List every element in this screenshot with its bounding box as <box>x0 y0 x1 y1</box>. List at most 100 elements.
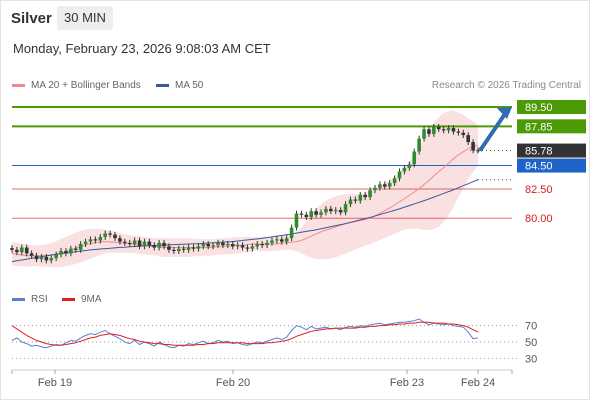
candle-body <box>176 248 181 252</box>
candle-body <box>118 238 122 242</box>
candle-body <box>279 239 284 242</box>
legend-rsi: RSI <box>12 294 48 305</box>
ma50-line <box>11 179 479 263</box>
price-tag-box <box>517 158 586 173</box>
candle-body <box>201 244 206 247</box>
candle-body <box>427 129 431 134</box>
candle-body <box>20 247 24 253</box>
candle-body <box>456 131 461 133</box>
candle-body <box>284 238 289 242</box>
x-tick-label: Feb 23 <box>390 377 424 389</box>
candle-body <box>103 233 107 237</box>
price-tag-89.50: 89.50 <box>517 100 586 114</box>
legend-label-9ma: 9MA <box>81 294 102 305</box>
legend-ma50: MA 50 <box>156 80 203 91</box>
candle-body <box>319 212 323 215</box>
candle-body <box>113 234 117 239</box>
price-tag-85.78: 85.78 <box>517 143 586 158</box>
candle-body <box>422 129 426 139</box>
candle-body <box>137 240 142 247</box>
candle-body <box>451 128 456 132</box>
candle-body <box>54 254 58 259</box>
candle-body <box>123 241 127 243</box>
forecast-arrow-head <box>497 107 512 119</box>
candle-body <box>471 142 475 151</box>
price-tag-82.50: 82.50 <box>525 184 553 196</box>
candle-body <box>73 248 78 250</box>
rsi-tick-label: 50 <box>525 337 537 349</box>
candle-body <box>186 247 191 250</box>
candle-body <box>387 183 392 187</box>
legend-label-rsi: RSI <box>31 294 48 305</box>
price-tag-87.85: 87.85 <box>517 119 586 134</box>
candle-body <box>412 151 417 165</box>
candle-body <box>402 167 407 172</box>
candle-body <box>29 253 34 256</box>
candle-body <box>10 248 14 250</box>
price-tag-text: 84.50 <box>525 161 553 173</box>
candle-body <box>240 245 245 248</box>
candle-body <box>44 256 49 261</box>
candle-body <box>368 190 372 198</box>
candle-body <box>333 210 338 212</box>
candle-body <box>24 247 29 254</box>
candle-body <box>476 150 480 152</box>
candle-body <box>235 245 240 247</box>
candle-body <box>49 258 54 261</box>
candle-body <box>226 244 230 246</box>
price-tag-text: 87.85 <box>525 121 553 133</box>
candle-body <box>15 249 19 253</box>
x-tick-label: Feb 20 <box>216 377 250 389</box>
x-tick-label: Feb 24 <box>461 377 495 389</box>
candle-body <box>466 135 470 143</box>
price-tag-80.00: 80.00 <box>525 213 553 225</box>
price-tag-box <box>517 100 586 114</box>
candle-body <box>132 240 137 245</box>
legend-swatch-ma20 <box>12 84 25 87</box>
candle-body <box>343 204 348 213</box>
candle-body <box>39 256 44 260</box>
candle-body <box>157 242 161 248</box>
candle-body <box>216 242 220 246</box>
legend-label-ma20: MA 20 + Bollinger Bands <box>31 80 141 91</box>
price-tag-box <box>517 119 586 134</box>
candle-body <box>314 211 318 215</box>
candle-body <box>147 241 152 246</box>
price-tag-text: 85.78 <box>525 146 553 158</box>
candle-body <box>329 208 333 212</box>
candle-body <box>162 242 166 247</box>
candle-body <box>441 129 446 131</box>
candle-body <box>255 244 260 247</box>
candle-body <box>348 199 353 205</box>
candle-body <box>196 246 201 249</box>
candle-body <box>172 249 176 252</box>
price-tag-text: 89.50 <box>525 102 553 114</box>
ma20-line <box>11 144 479 257</box>
legend-swatch-ma50 <box>156 84 169 87</box>
candle-body <box>88 239 93 242</box>
candle-body <box>378 184 382 188</box>
candle-body <box>34 255 39 260</box>
candle-body <box>324 208 328 213</box>
candle-body <box>230 244 235 247</box>
candle-body <box>373 187 377 191</box>
legend-label-ma50: MA 50 <box>175 80 204 91</box>
candle-body <box>93 239 98 241</box>
candle-body <box>98 236 103 241</box>
rsi-series-9ma <box>11 321 479 346</box>
candle-body <box>152 245 157 248</box>
candle-body <box>446 128 451 131</box>
candle-body <box>69 248 73 254</box>
candle-body <box>436 126 441 130</box>
bollinger-band <box>12 110 478 268</box>
candle-body <box>397 171 402 179</box>
interval-selector[interactable]: 30 MIN <box>57 6 113 30</box>
candle-body <box>338 210 343 213</box>
rsi-tick-label: 70 <box>525 321 537 333</box>
candle-body <box>392 178 397 184</box>
candle-body <box>275 239 279 241</box>
instrument-name: Silver <box>11 10 52 27</box>
rsi-tick-label: 30 <box>525 353 537 365</box>
candle-body <box>250 246 255 249</box>
candle-body <box>407 164 412 168</box>
